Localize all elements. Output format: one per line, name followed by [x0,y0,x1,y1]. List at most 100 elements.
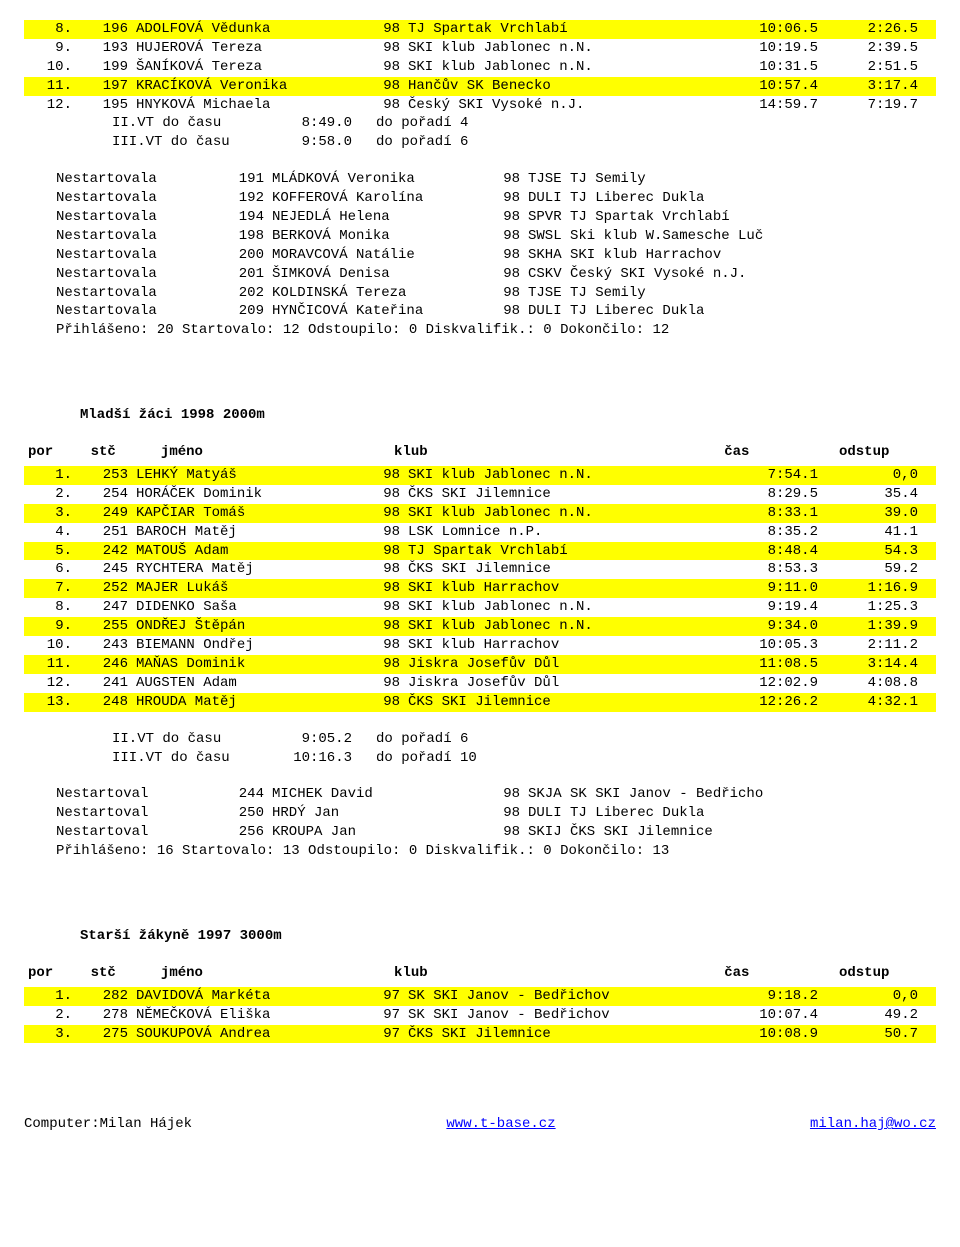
cell-name: ŠANÍKOVÁ Tereza [128,58,368,77]
cell-name: ONDŘEJ Štěpán [128,617,368,636]
cell-gap: 3:17.4 [818,77,918,96]
ns-name: BERKOVÁ Monika [264,227,488,246]
table-row: 3.275SOUKUPOVÁ Andrea97ČKS SKI Jilemnice… [24,1025,936,1044]
cell-time: 10:57.4 [708,77,818,96]
col-header-odstup: odstup [831,964,936,983]
cell-year: 98 [368,579,400,598]
cell-club: SKI klub Jablonec n.N. [400,39,708,58]
cell-gap: 2:26.5 [818,20,918,39]
ns-club: CSKV Český SKI Vysoké n.J. [520,265,746,284]
ns-club: SWSL Ski klub W.Samesche Luč [520,227,763,246]
ns-status: Nestartovala [56,246,216,265]
cell-bib: 254 [72,485,128,504]
cell-rank: 6. [24,560,72,579]
cell-club: SKI klub Harrachov [400,579,708,598]
cell-rank: 1. [24,987,72,1006]
ns-year: 98 [488,804,520,823]
table-row: 12.195HNYKOVÁ Michaela98Český SKI Vysoké… [24,96,936,115]
vt-line: II.VT do času8:49.0do pořadí 4 [112,114,936,133]
cell-club: SKI klub Jablonec n.N. [400,617,708,636]
table-row: 7.252MAJER Lukáš98SKI klub Harrachov9:11… [24,579,936,598]
nonstarter-line: Nestartoval244MICHEK David98SKJA SK SKI … [56,785,936,804]
cell-name: AUGSTEN Adam [128,674,368,693]
cell-bib: 248 [72,693,128,712]
nonstarter-line: Nestartovala194NEJEDLÁ Helena98SPVR TJ S… [56,208,936,227]
nonstarter-line: Nestartovala202KOLDINSKÁ Tereza98TJSE TJ… [56,284,936,303]
cell-bib: 251 [72,523,128,542]
nonstarter-line: Nestartoval250HRDÝ Jan98DULI TJ Liberec … [56,804,936,823]
cell-gap: 54.3 [818,542,918,561]
cell-rank: 8. [24,598,72,617]
cell-name: LEHKÝ Matyáš [128,466,368,485]
col-header-stc: stč [75,964,145,983]
cell-gap: 2:39.5 [818,39,918,58]
cell-year: 98 [368,39,400,58]
cell-year: 97 [368,987,400,1006]
cell-time: 8:29.5 [708,485,818,504]
ns-club: DULI TJ Liberec Dukla [520,804,704,823]
cell-gap: 0,0 [818,987,918,1006]
cell-bib: 282 [72,987,128,1006]
ns-club: SKHA SKI klub Harrachov [520,246,721,265]
cell-year: 98 [368,20,400,39]
ns-bib: 200 [216,246,264,265]
ns-name: KOFFEROVÁ Karolína [264,189,488,208]
cell-bib: 278 [72,1006,128,1025]
col-header-jmeno: jméno [145,443,386,462]
cell-rank: 2. [24,1006,72,1025]
cell-rank: 3. [24,504,72,523]
ns-year: 98 [488,208,520,227]
cell-rank: 13. [24,693,72,712]
results-section-3: 1.282DAVIDOVÁ Markéta97SK SKI Janov - Be… [24,987,936,1044]
cell-bib: 197 [72,77,128,96]
ns-year: 98 [488,284,520,303]
cell-club: SK SKI Janov - Bedřichov [400,987,708,1006]
cell-club: SKI klub Jablonec n.N. [400,466,708,485]
ns-year: 98 [488,246,520,265]
cell-year: 98 [368,674,400,693]
col-header-jmeno: jméno [145,964,386,983]
cell-rank: 2. [24,485,72,504]
cell-name: ADOLFOVÁ Vědunka [128,20,368,39]
cell-name: KRACÍKOVÁ Veronika [128,77,368,96]
cell-gap: 2:11.2 [818,636,918,655]
ns-status: Nestartovala [56,227,216,246]
cell-year: 97 [368,1006,400,1025]
ns-bib: 209 [216,302,264,321]
cell-time: 10:05.3 [708,636,818,655]
ns-club: DULI TJ Liberec Dukla [520,189,704,208]
cell-gap: 1:16.9 [818,579,918,598]
vt-note: do pořadí 6 [352,133,468,152]
cell-year: 98 [368,655,400,674]
table-row: 5.242MATOUŠ Adam98TJ Spartak Vrchlabí8:4… [24,542,936,561]
cell-year: 98 [368,523,400,542]
ns-club: SKIJ ČKS SKI Jilemnice [520,823,713,842]
cell-club: ČKS SKI Jilemnice [400,560,708,579]
footer-link-email[interactable]: milan.haj@wo.cz [810,1115,936,1134]
cell-time: 7:54.1 [708,466,818,485]
nonstarter-line: Nestartovala192KOFFEROVÁ Karolína98DULI … [56,189,936,208]
cell-year: 97 [368,1025,400,1044]
cell-club: Český SKI Vysoké n.J. [400,96,708,115]
ns-club: DULI TJ Liberec Dukla [520,302,704,321]
cell-name: DAVIDOVÁ Markéta [128,987,368,1006]
cell-rank: 12. [24,96,72,115]
ns-bib: 194 [216,208,264,227]
ns-year: 98 [488,189,520,208]
cell-bib: 252 [72,579,128,598]
cell-name: NĚMEČKOVÁ Eliška [128,1006,368,1025]
cell-bib: 245 [72,560,128,579]
footer-link-site[interactable]: www.t-base.cz [446,1115,555,1134]
cell-year: 98 [368,693,400,712]
cell-time: 10:31.5 [708,58,818,77]
cell-rank: 9. [24,617,72,636]
table-row: 9.193HUJEROVÁ Tereza98SKI klub Jablonec … [24,39,936,58]
cell-bib: 241 [72,674,128,693]
cell-gap: 2:51.5 [818,58,918,77]
ns-name: MLÁDKOVÁ Veronika [264,170,488,189]
vt-note: do pořadí 10 [352,749,477,768]
cell-club: SKI klub Jablonec n.N. [400,598,708,617]
cell-bib: 193 [72,39,128,58]
cell-name: HORÁČEK Dominik [128,485,368,504]
col-header-por: por [24,443,75,462]
